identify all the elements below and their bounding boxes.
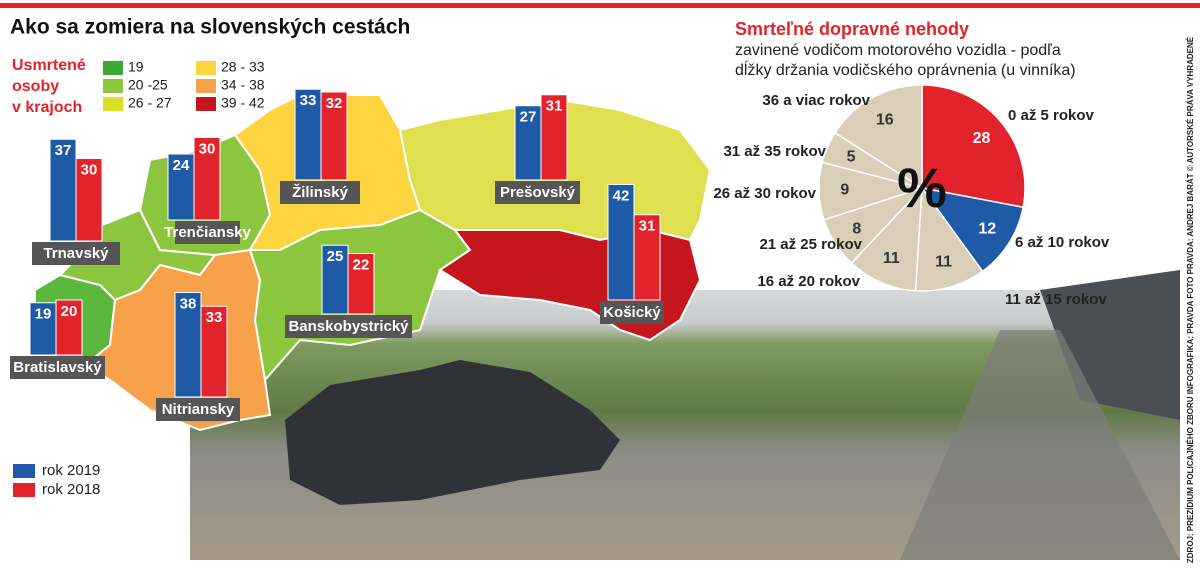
region-label: Nitriansky: [162, 401, 235, 418]
region-label-box: [32, 242, 120, 265]
bar-value-label: 25: [327, 248, 344, 265]
pie-value-label: 8: [852, 221, 861, 238]
bar-value-label: 31: [546, 98, 563, 115]
bar-value-label: 31: [639, 218, 656, 235]
title: Ako sa zomiera na slovenských cestách: [10, 16, 410, 39]
bar-value-label: 24: [173, 157, 190, 174]
pie-value-label: 11: [883, 250, 900, 267]
bar-value-label: 33: [206, 309, 223, 326]
pie-slice: [920, 186, 1025, 273]
bar: [320, 91, 348, 181]
bar-value-label: 38: [180, 295, 197, 312]
map-legend-swatch: [103, 79, 123, 93]
pie-value-label: 16: [876, 112, 894, 129]
region-label: Bratislavský: [13, 359, 102, 376]
map-legend-label: 20 -25: [128, 77, 168, 93]
bar-value-label: 30: [199, 140, 216, 157]
map-legend-swatch: [196, 97, 216, 111]
map-legend-swatch: [196, 61, 216, 75]
bar-value-label: 19: [35, 306, 52, 323]
bar: [633, 214, 661, 301]
region-label: Košický: [603, 304, 661, 321]
pie-subtitle: dĺžky držania vodičského oprávnenia (u v…: [735, 60, 1076, 79]
bar: [294, 88, 322, 181]
region-label-box: [10, 356, 105, 379]
pie-value-label: 28: [973, 130, 991, 147]
source: ZDROJ: PREZÍDIUM POLICAJNÉHO ZBORU INFOG…: [1186, 36, 1195, 563]
legend-swatch: [13, 483, 35, 497]
bar: [193, 137, 221, 221]
map-legend-swatch: [103, 61, 123, 75]
region-label-box: [156, 398, 240, 421]
map-legend-label: 28 - 33: [221, 59, 265, 75]
pie-category-label: 26 až 30 rokov: [713, 185, 816, 202]
legend-swatch: [13, 464, 35, 478]
photo-car: [285, 360, 620, 505]
bar-value-label: 33: [300, 92, 317, 109]
region-label-box: [495, 181, 580, 204]
region-label-box: [285, 315, 412, 338]
bar-value-label: 22: [353, 256, 370, 273]
region-label: Prešovský: [500, 184, 576, 201]
map-legend-title: v krajoch: [12, 99, 82, 116]
pie-category-label: 6 až 10 rokov: [1015, 234, 1110, 251]
map-legend-swatch: [103, 97, 123, 111]
bar: [540, 94, 568, 181]
pie-category-label: 11 až 15 rokov: [1005, 291, 1107, 308]
pie-slice: [850, 185, 923, 292]
map-legend-label: 39 - 42: [221, 95, 265, 111]
pie-title: Smrteľné dopravné nehody: [735, 19, 969, 39]
region-label-box: [175, 221, 240, 244]
pie-value-label: 9: [840, 182, 849, 199]
pie-slice: [914, 185, 984, 292]
pie-subtitle: zavinené vodičom motorového vozidla - po…: [735, 42, 1061, 59]
region-label: Trenčiansky: [164, 224, 251, 241]
bar-value-label: 32: [326, 95, 343, 112]
region-label-box: [600, 301, 664, 324]
bar-value-label: 30: [81, 161, 98, 178]
pie-value-label: 5: [847, 149, 856, 166]
region-label: Banskobystrický: [288, 318, 409, 335]
pie-category-label: 36 a viac rokov: [762, 92, 870, 109]
pie-slice: [921, 84, 1026, 209]
map-legend-title: Usmrtené: [12, 57, 86, 74]
photo-road: [900, 330, 1180, 560]
bar-value-label: 20: [61, 303, 78, 320]
pie-slice: [833, 84, 923, 190]
bar-value-label: 42: [613, 187, 630, 204]
bar: [55, 299, 83, 356]
pie-category-label: 16 až 20 rokov: [757, 273, 860, 290]
bar: [167, 153, 195, 221]
map-legend-label: 26 - 27: [128, 95, 172, 111]
bar: [347, 253, 375, 315]
bar-value-label: 37: [55, 142, 72, 159]
region-label-box: [280, 181, 360, 204]
region-label: Trnavský: [43, 245, 109, 262]
pie-category-label: 31 až 35 rokov: [723, 143, 826, 160]
map-legend-label: 34 - 38: [221, 77, 265, 93]
pie-center-label: %: [897, 156, 947, 219]
bar: [174, 292, 202, 398]
pie-value-label: 12: [978, 221, 996, 238]
legend-label: rok 2019: [42, 462, 100, 479]
bar: [75, 158, 103, 242]
content: Usmrtené osoby v krajoch 19 20 -25 26 - 27 28 …: [10, 19, 1195, 563]
map-legend-label: 19: [128, 59, 144, 75]
bar-value-label: 27: [520, 109, 537, 126]
pie-category-label: 0 až 5 rokov: [1008, 107, 1095, 124]
map-legend-title: osoby: [12, 78, 59, 95]
legend-label: rok 2018: [42, 481, 100, 498]
top-rule: [0, 3, 1200, 8]
map-legend-swatch: [196, 79, 216, 93]
pie-value-label: 11: [935, 253, 952, 270]
pie-category-label: 21 až 25 rokov: [759, 236, 862, 253]
bar: [29, 302, 57, 356]
region-label: Žilinský: [292, 183, 349, 201]
bar: [200, 305, 228, 398]
